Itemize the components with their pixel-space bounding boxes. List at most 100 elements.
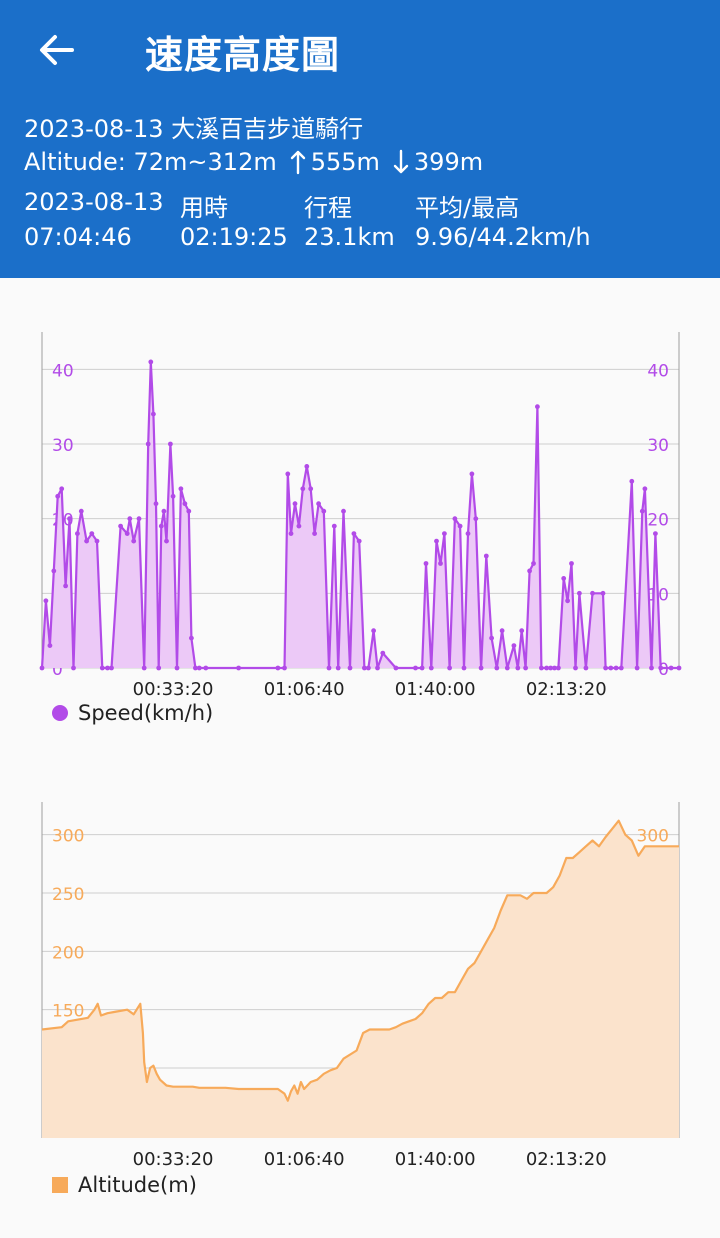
- speed-data-point: [629, 478, 635, 484]
- speed-data-point: [577, 590, 582, 596]
- altitude-legend-square: [52, 1177, 68, 1193]
- speed-data-point: [304, 464, 310, 469]
- speed-data-point: [136, 516, 142, 522]
- speed-data-point: [347, 665, 353, 671]
- altitude-x-tick-label: 01:06:40: [264, 1149, 345, 1170]
- speed-legend: Speed(km/h): [52, 701, 213, 725]
- speed-y-tick-label: 30: [52, 436, 74, 456]
- speed-x-tick-label: 01:40:00: [395, 679, 476, 700]
- speed-data-point: [438, 561, 443, 566]
- speed-data-point: [178, 486, 184, 492]
- speed-data-point: [196, 665, 202, 671]
- speed-data-point: [569, 561, 574, 566]
- speed-data-point: [469, 471, 475, 477]
- speed-data-point: [296, 523, 302, 529]
- altitude-x-tick-label: 01:40:00: [395, 1149, 476, 1170]
- speed-data-point: [331, 523, 337, 529]
- speed-data-point: [442, 531, 447, 536]
- speed-data-point: [168, 441, 173, 447]
- speed-data-point: [51, 568, 57, 574]
- speed-data-point: [447, 665, 452, 671]
- altitude-y-tick-label: 150: [52, 1002, 84, 1022]
- altitude-range: Altitude: 72m~312m: [24, 148, 277, 176]
- speed-data-point: [639, 508, 645, 514]
- speed-data-point: [285, 471, 291, 477]
- speed-data-point: [583, 665, 589, 671]
- ascent-value: 555m: [310, 148, 380, 176]
- speed-series-line: [40, 360, 679, 670]
- app-header: 速度高度圖 2023-08-13 大溪百吉步道騎行 Altitude: 72m~…: [0, 0, 720, 278]
- speed-data-point: [371, 628, 376, 634]
- duration-value: 02:19:25: [180, 223, 288, 251]
- speed-data-point: [131, 538, 137, 544]
- speed-data-point: [161, 508, 167, 514]
- speed-y-tick-label-right: 30: [647, 436, 669, 456]
- altitude-x-tick-label: 02:13:20: [526, 1149, 607, 1170]
- speed-data-point: [608, 665, 614, 671]
- speed-data-point: [676, 665, 682, 671]
- speed-data-point: [613, 665, 619, 671]
- speed-data-point: [282, 665, 287, 671]
- speed-data-point: [531, 561, 536, 566]
- speed-data-point: [483, 553, 489, 559]
- speed-data-point: [544, 665, 549, 671]
- speed-data-point: [151, 411, 156, 417]
- speed-data-point: [118, 523, 123, 529]
- speed-x-tick-label: 01:06:40: [264, 679, 345, 700]
- speed-y-tick-label: 40: [52, 361, 74, 381]
- speed-data-point: [47, 643, 53, 648]
- speed-data-point: [164, 538, 169, 544]
- speed-data-point: [603, 665, 608, 671]
- altitude-y-tick-label: 300: [52, 827, 84, 847]
- trip-title: 2023-08-13 大溪百吉步道騎行: [24, 115, 364, 143]
- speed-legend-dot: [52, 705, 68, 721]
- speed-data-point: [321, 508, 327, 514]
- speed-data-point: [668, 665, 674, 671]
- speed-data-point: [452, 516, 458, 522]
- speed-data-point: [292, 501, 298, 507]
- speed-data-point: [380, 650, 386, 656]
- speed-data-point: [59, 486, 65, 492]
- altitude-x-tick-label: 00:33:20: [133, 1149, 214, 1170]
- speed-data-point: [71, 665, 76, 671]
- speed-data-point: [649, 665, 654, 671]
- speed-data-point: [203, 665, 209, 671]
- speed-data-point: [434, 538, 439, 544]
- speed-data-point: [189, 635, 194, 641]
- speed-legend-label: Speed(km/h): [78, 701, 214, 725]
- speed-data-point: [600, 590, 606, 596]
- altitude-area-fill: [42, 820, 679, 1138]
- speed-data-point: [124, 531, 130, 536]
- speed-data-point: [109, 665, 114, 671]
- speed-data-point: [156, 665, 162, 671]
- speed-data-point: [75, 531, 80, 536]
- altitude-y-tick-label-right: 300: [637, 827, 669, 847]
- speed-stats-label: 平均/最高: [415, 194, 520, 222]
- speed-y-tick-label-right: 40: [647, 361, 669, 381]
- distance-label: 行程: [304, 194, 352, 222]
- arrow-up-icon: [290, 150, 305, 175]
- speed-data-point: [366, 665, 371, 671]
- speed-data-point: [312, 531, 317, 536]
- speed-data-point: [499, 628, 505, 634]
- speed-data-point: [127, 516, 133, 522]
- arrow-down-icon: [393, 149, 409, 174]
- speed-data-point: [145, 441, 151, 447]
- speed-data-point: [419, 665, 425, 671]
- speed-data-point: [473, 516, 479, 522]
- speed-data-point: [99, 665, 105, 671]
- speed-data-point: [511, 643, 517, 648]
- speed-data-point: [170, 493, 176, 499]
- speed-data-point: [548, 665, 553, 671]
- back-button[interactable]: [28, 22, 84, 78]
- start-time-value: 07:04:46: [24, 223, 132, 251]
- speed-data-point: [356, 538, 362, 544]
- speed-data-point: [94, 538, 100, 544]
- speed-data-point: [653, 531, 658, 536]
- speed-data-point: [341, 508, 346, 514]
- speed-data-point: [153, 501, 159, 507]
- altitude-series-line: [41, 819, 679, 1102]
- speed-data-point: [43, 598, 49, 604]
- speed-data-point: [457, 523, 463, 529]
- speed-data-point: [573, 665, 578, 671]
